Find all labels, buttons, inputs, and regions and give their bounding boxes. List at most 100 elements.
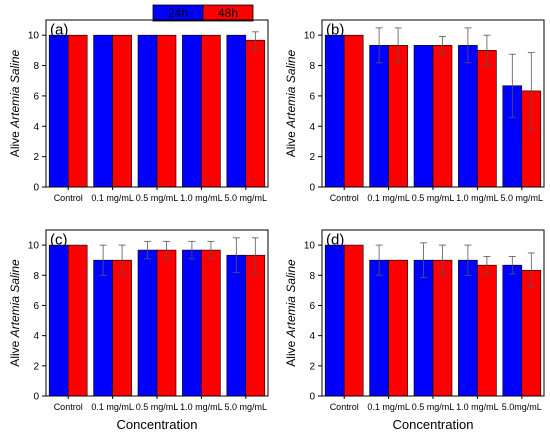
error-bar-24h-2 (375, 244, 383, 276)
error-bar-24h-4 (188, 240, 196, 260)
y-tick-label: 6 (33, 301, 39, 312)
bar-48h-3 (432, 45, 453, 188)
panel-label: (c) (50, 231, 68, 248)
y-axis-label: Alive Artemia Saline (284, 259, 298, 367)
bar-48h-2 (388, 45, 408, 188)
y-tick-label: 10 (304, 31, 316, 42)
x-tick-label: 0.5 mg/mL (136, 193, 179, 203)
bar-48h-5 (245, 39, 266, 188)
bar-48h-1 (343, 34, 364, 188)
bar-24h-5 (226, 34, 247, 188)
y-tick-label: 4 (33, 122, 39, 133)
y-tick-label: 8 (33, 61, 39, 72)
x-tick-label: 1.0 mg/mL (456, 402, 499, 412)
error-bar-48h-5 (251, 31, 259, 49)
bar-24h-2 (93, 34, 113, 188)
y-tick-label: 2 (309, 152, 315, 163)
error-bar-24h-5 (232, 237, 240, 273)
error-bar-24h-4 (464, 27, 472, 64)
bar-48h-1 (67, 34, 88, 188)
y-tick-label: 6 (309, 91, 315, 102)
y-tick-label: 0 (33, 392, 39, 403)
panel-label: (d) (326, 231, 344, 248)
x-tick-label: 0.5 mg/mL (136, 402, 179, 412)
bar-24h-1 (48, 244, 69, 397)
error-bar-48h-4 (207, 240, 215, 260)
y-tick-label: 8 (33, 271, 39, 282)
panel-label: (a) (50, 21, 68, 38)
bar-48h-4 (477, 264, 497, 397)
bar-48h-1 (343, 244, 364, 397)
y-tick-label: 10 (28, 241, 40, 252)
error-bar-48h-2 (394, 27, 402, 64)
x-tick-label: 0.5 mg/mL (412, 193, 455, 203)
panel-3: 0 2 4 6 8 10 Control 0.1 mg/mL 0.5 mg/mL 1.0 mg/m… (8, 229, 269, 432)
error-bar-24h-2 (99, 244, 107, 276)
y-tick-label: 0 (309, 183, 315, 194)
legend-entry-24h: 24h (152, 4, 204, 22)
y-tick-label: 6 (33, 91, 39, 102)
panel-2: 0 2 4 6 8 10 Control 0.1 mg/mL 0.5 mg/mL 1.0 mg/m… (284, 19, 545, 203)
legend-entry-48h: 48h (202, 4, 254, 22)
bar-24h-4 (458, 259, 478, 397)
bar-24h-3 (413, 45, 434, 188)
legend: 24h 48h (152, 4, 254, 22)
y-tick-label: 6 (309, 301, 315, 312)
y-axis-label: Alive Artemia Saline (8, 259, 22, 367)
y-tick-label: 8 (309, 61, 315, 72)
error-bar-24h-5 (508, 256, 516, 275)
x-tick-label: 0.1 mg/mL (91, 193, 134, 203)
bar-24h-4 (182, 34, 202, 188)
bar-24h-1 (48, 34, 69, 188)
y-tick-label: 10 (28, 31, 40, 42)
bar-24h-2 (93, 259, 113, 397)
y-tick-label: 4 (309, 331, 315, 342)
x-tick-label: 5.0 mg/mL (225, 193, 268, 203)
y-tick-label: 2 (33, 152, 39, 163)
legend-swatch (202, 4, 254, 22)
error-bar-48h-3 (163, 240, 170, 260)
bar-24h-2 (369, 259, 389, 397)
bar-24h-3 (413, 259, 434, 397)
x-tick-label: 5.0 mg/mL (225, 402, 268, 412)
error-bar-48h-5 (527, 252, 535, 289)
bar-48h-5 (521, 269, 542, 397)
x-tick-label: Control (54, 193, 83, 203)
error-bar-24h-2 (375, 27, 383, 64)
bar-48h-3 (156, 249, 177, 397)
bar-48h-4 (201, 249, 221, 397)
error-bar-48h-4 (483, 256, 491, 275)
error-bar-48h-5 (251, 237, 259, 273)
x-tick-label: 1.0 mg/mL (456, 193, 499, 203)
bar-48h-1 (67, 244, 88, 397)
panel-1: 0 2 4 6 8 10 Control 0.1 mg/mL 0.5 mg/mL 1.0 mg/m… (8, 19, 269, 203)
bar-24h-3 (137, 249, 158, 397)
error-bar-24h-4 (464, 244, 472, 276)
bar-24h-4 (182, 249, 202, 397)
x-tick-label: Control (54, 402, 83, 412)
bar-24h-1 (324, 34, 345, 188)
bar-48h-4 (477, 50, 497, 188)
x-tick-label: 0.5 mg/mL (412, 402, 455, 412)
x-tick-label: Control (330, 193, 359, 203)
bar-48h-4 (201, 34, 221, 188)
bar-24h-2 (369, 45, 389, 188)
y-tick-label: 4 (309, 122, 315, 133)
x-tick-label: 1.0 mg/mL (180, 402, 223, 412)
error-bar-48h-5 (527, 52, 535, 130)
x-axis-label: Concentration (117, 417, 198, 432)
legend-label: 48h (218, 6, 238, 20)
bar-48h-3 (156, 34, 177, 188)
x-tick-label: 5.0mg/mL (502, 402, 542, 412)
y-tick-label: 2 (309, 361, 315, 372)
x-tick-label: 1.0 mg/mL (180, 193, 223, 203)
panel-label: (b) (326, 21, 344, 38)
bar-24h-5 (502, 264, 523, 397)
bar-24h-4 (458, 45, 478, 188)
bar-24h-1 (324, 244, 345, 397)
error-bar-48h-4 (483, 34, 491, 66)
y-tick-label: 8 (309, 271, 315, 282)
bar-24h-5 (226, 254, 247, 397)
bar-48h-5 (245, 254, 266, 397)
